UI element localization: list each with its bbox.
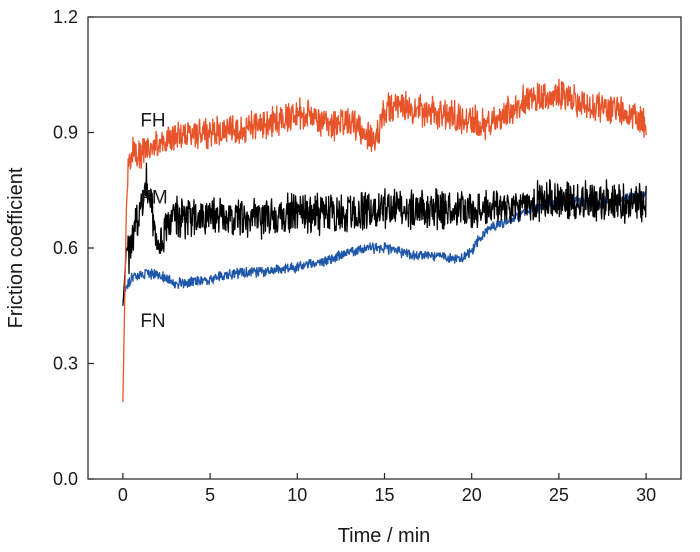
series-line-fh bbox=[122, 78, 647, 403]
series-label-fh: FH bbox=[140, 111, 165, 132]
plot-area: 0 5 10 15 20 25 30 0.0 0.3 0.6 0.9 1.2 FH FM FN bbox=[53, 7, 682, 505]
series-line-fm bbox=[122, 162, 647, 306]
x-axis: 0 5 10 15 20 25 30 bbox=[118, 473, 656, 505]
y-tick-label: 0.3 bbox=[53, 354, 78, 374]
y-tick-label: 0.9 bbox=[53, 123, 78, 143]
y-tick-label: 0.0 bbox=[53, 469, 78, 489]
y-tick-label: 0.6 bbox=[53, 238, 78, 258]
series-label-fn: FN bbox=[140, 311, 165, 332]
x-tick-label: 0 bbox=[118, 485, 128, 505]
series-layer bbox=[122, 78, 647, 403]
y-axis-title: Friction coefficient bbox=[5, 167, 27, 328]
series-labels: FH FM FN bbox=[140, 111, 167, 332]
series-label-fm: FM bbox=[140, 188, 167, 209]
x-axis-title: Time / min bbox=[338, 525, 431, 547]
x-tick-label: 30 bbox=[636, 485, 656, 505]
x-tick-label: 15 bbox=[374, 485, 394, 505]
x-tick-label: 20 bbox=[462, 485, 482, 505]
y-axis: 0.0 0.3 0.6 0.9 1.2 bbox=[53, 7, 94, 489]
x-tick-label: 25 bbox=[549, 485, 569, 505]
x-tick-label: 5 bbox=[205, 485, 215, 505]
x-tick-label: 10 bbox=[287, 485, 307, 505]
y-tick-label: 1.2 bbox=[53, 7, 78, 27]
